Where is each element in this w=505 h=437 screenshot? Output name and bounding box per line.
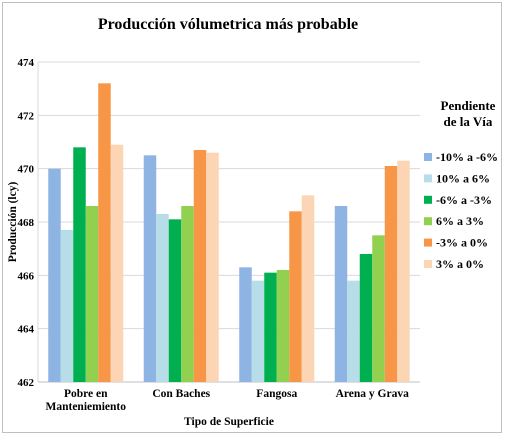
- bar: [156, 214, 169, 382]
- bar: [251, 280, 265, 382]
- y-tick-label: 464: [18, 324, 35, 336]
- chart-frame: [2, 2, 502, 433]
- x-category-label: Arena y Grava: [336, 388, 410, 400]
- x-category-label: Fangosa: [256, 388, 297, 400]
- bars: [48, 83, 410, 382]
- bar: [143, 155, 157, 382]
- legend-label: 6% a 3%: [436, 214, 484, 228]
- bar: [206, 152, 219, 382]
- y-axis-title: Producción (lcy): [7, 182, 19, 263]
- bar: [73, 147, 86, 382]
- legend-swatch: [424, 195, 432, 204]
- y-tick-label: 468: [18, 217, 35, 229]
- bar: [168, 219, 182, 382]
- legend-title: Pendiente: [441, 98, 496, 113]
- legend-label: -10% a -6%: [436, 150, 498, 164]
- legend-swatch: [424, 217, 432, 226]
- legend-swatch: [424, 174, 432, 183]
- bar: [110, 144, 124, 382]
- legend-swatch: [424, 260, 432, 268]
- y-tick-label: 462: [18, 377, 35, 389]
- y-tick-label: 466: [18, 270, 35, 282]
- y-tick-label: 472: [18, 110, 35, 122]
- x-category-label: Manteniemiento: [46, 401, 127, 413]
- bar: [85, 206, 99, 382]
- legend-label: -3% a 0%: [436, 236, 488, 250]
- y-tick-label: 474: [18, 57, 35, 69]
- x-category-label: Pobre en: [64, 388, 108, 400]
- bar: [98, 83, 111, 382]
- bar: [289, 211, 302, 382]
- x-axis-title: Tipo de Superficie: [184, 416, 274, 428]
- bar: [384, 166, 398, 382]
- bar: [264, 272, 277, 382]
- bar: [239, 267, 252, 382]
- bar: [276, 270, 290, 382]
- bar: [397, 160, 410, 382]
- bar: [372, 235, 385, 382]
- legend-label: 3% a 0%: [436, 257, 484, 271]
- chart-title: Producción vólumetrica más probable: [98, 16, 358, 33]
- bar: [301, 195, 315, 382]
- bar: [181, 206, 194, 382]
- legend-label: -6% a -3%: [436, 193, 492, 207]
- bar: [334, 206, 348, 382]
- legend-title: de la Vía: [444, 114, 493, 129]
- x-category-label: Con Baches: [152, 388, 210, 400]
- bar: [60, 230, 74, 382]
- y-tick-labels: 462 464 466 468 470 472 474: [18, 57, 35, 389]
- y-tick-label: 470: [18, 164, 35, 176]
- bar: [48, 168, 61, 382]
- legend-swatch: [424, 153, 432, 161]
- bar: [359, 254, 373, 382]
- bar: [193, 150, 207, 382]
- legend-swatch: [424, 238, 432, 247]
- bar: [347, 280, 360, 382]
- legend-label: 10% a 6%: [436, 171, 490, 185]
